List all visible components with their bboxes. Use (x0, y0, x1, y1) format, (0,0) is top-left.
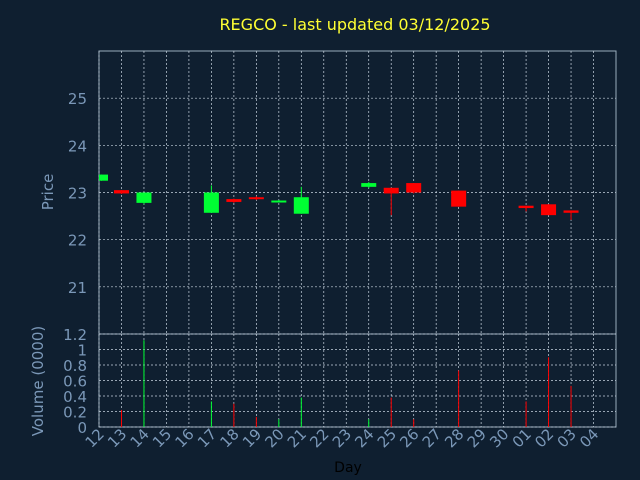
volume-tick-label: 1 (77, 342, 87, 360)
candle-body (518, 205, 534, 209)
candle-body (541, 204, 557, 216)
candle-body (361, 183, 377, 187)
price-tick-label: 23 (68, 185, 87, 203)
candle-body (563, 210, 579, 213)
candle-body (99, 174, 108, 181)
volume-tick-label: 0.4 (63, 388, 87, 406)
volume-panel: 00.20.40.60.811.2 (63, 326, 617, 437)
candle-body (271, 200, 287, 203)
price-tick-label: 25 (68, 90, 87, 108)
price-panel: 21 22 23 24 25 (68, 50, 617, 335)
volume-tick-label: 0.2 (63, 404, 87, 422)
price-axis-label: Price (39, 174, 57, 211)
volume-tick-label: 0.8 (63, 357, 87, 375)
x-tick-label: 04 (576, 425, 602, 451)
candle-body (226, 199, 242, 202)
candle-body (113, 190, 129, 194)
candle-body (383, 187, 399, 194)
volume-axis-label: Volume (0000) (29, 326, 47, 436)
volume-tick-label: 1.2 (63, 326, 87, 344)
chart-title: REGCO - last updated 03/12/2025 (219, 15, 490, 34)
price-tick-label: 22 (68, 232, 87, 250)
day-axis-label: Day (334, 460, 362, 476)
candle-body (406, 183, 422, 193)
volume-tick-label: 0.6 (63, 373, 87, 391)
price-tick-label: 21 (68, 279, 87, 297)
candle-body (136, 192, 152, 203)
candle-body (451, 190, 467, 207)
x-tick-labels: 1213141516171819202122232425262728293001… (82, 425, 603, 451)
candle-body (248, 197, 264, 200)
volume-tick-label: 0 (77, 419, 87, 437)
candle-body (293, 197, 309, 214)
price-tick-label: 24 (68, 137, 87, 155)
candle-body (203, 192, 219, 213)
